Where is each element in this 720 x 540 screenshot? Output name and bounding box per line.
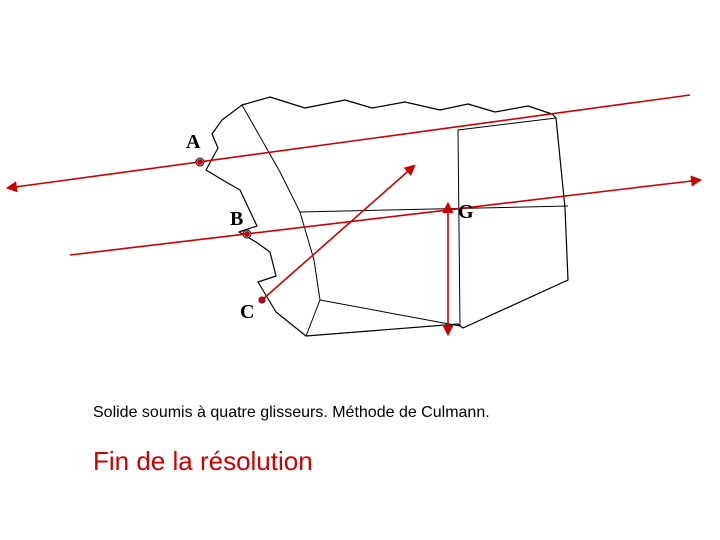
svg-text:C: C <box>240 301 254 323</box>
bucket-edges <box>242 105 568 336</box>
pivot-points <box>196 158 265 303</box>
culmann-diagram: A B C G Solide soumis à quatre glisseurs. M… <box>0 0 720 540</box>
force-lines <box>8 95 700 334</box>
diagram-caption: Solide soumis à quatre glisseurs. Méthod… <box>93 404 490 422</box>
svg-text:G: G <box>458 201 474 223</box>
point-labels: A B C G <box>186 131 474 323</box>
svg-text:B: B <box>230 208 243 230</box>
svg-text:A: A <box>186 131 201 153</box>
force-points <box>197 159 451 303</box>
resolution-subtitle: Fin de la résolution <box>93 446 313 477</box>
